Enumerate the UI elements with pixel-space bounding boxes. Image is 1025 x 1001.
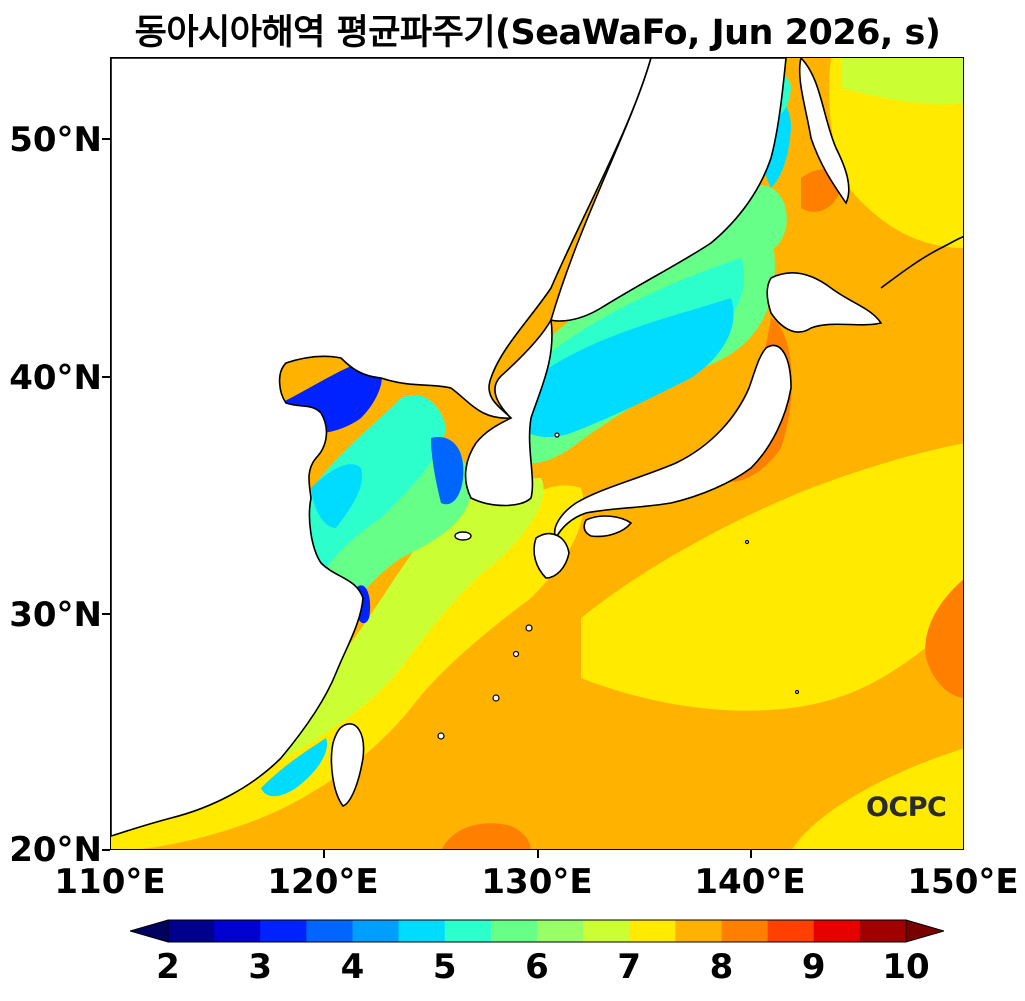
colorbar-over-triangle bbox=[905, 919, 944, 943]
colorbar bbox=[130, 919, 944, 943]
land-russia-coast bbox=[550, 58, 787, 322]
colorbar-label: 2 bbox=[156, 947, 180, 987]
colorbar-segment bbox=[444, 920, 492, 942]
land-island-5 bbox=[794, 689, 800, 695]
contour-darkorange-east bbox=[925, 579, 963, 698]
land-china bbox=[111, 58, 652, 837]
lat-label-40n: 40°N bbox=[9, 358, 102, 398]
colorbar-segments bbox=[168, 920, 907, 942]
contour-lightblue-eastsea bbox=[511, 298, 734, 438]
land-ryukyu-2 bbox=[512, 650, 520, 658]
land-taiwan bbox=[330, 723, 365, 807]
land-kurils bbox=[880, 235, 963, 289]
land-jeju bbox=[454, 531, 472, 541]
map-canvas bbox=[111, 58, 963, 849]
wave-period-map[interactable] bbox=[110, 57, 964, 850]
colorbar-segment bbox=[490, 920, 538, 942]
land-shikoku bbox=[583, 515, 633, 538]
colorbar-label: 6 bbox=[525, 947, 549, 987]
colorbar-segment bbox=[537, 920, 584, 942]
colorbar-label: 5 bbox=[432, 947, 457, 987]
lat-tick-20n bbox=[102, 849, 110, 851]
ocpc-logo: OCPC bbox=[866, 792, 947, 823]
contour-cyan-yellowsea bbox=[306, 394, 446, 578]
lat-tick-30n bbox=[102, 613, 110, 615]
land-island-6 bbox=[744, 539, 750, 545]
colorbar-segment bbox=[675, 920, 722, 942]
land-honshu bbox=[554, 344, 792, 540]
lon-label-120e: 120°E bbox=[267, 862, 379, 902]
colorbar-segment bbox=[168, 920, 215, 942]
land-hokkaido bbox=[766, 272, 883, 333]
colorbar-segment bbox=[398, 920, 446, 942]
map-title: 동아시아해역 평균파주기(SeaWaFo, Jun 2026, s) bbox=[134, 13, 941, 53]
colorbar-label: 4 bbox=[340, 947, 365, 987]
colorbar-segment bbox=[260, 920, 307, 942]
lon-tick-120e bbox=[323, 850, 325, 858]
lat-label-50n: 50°N bbox=[9, 120, 102, 160]
contour-cyan-taiwanstrait bbox=[261, 738, 327, 797]
contour-yellow-southeast bbox=[792, 748, 963, 849]
land-island-7 bbox=[554, 432, 560, 438]
colorbar-segment bbox=[767, 920, 815, 942]
contour-darkorange-south bbox=[442, 823, 531, 849]
lon-label-130e: 130°E bbox=[481, 862, 593, 902]
colorbar-segment bbox=[306, 920, 353, 942]
lat-label-20n: 20°N bbox=[9, 830, 102, 870]
lat-tick-50n bbox=[102, 138, 110, 140]
colorbar-label: 7 bbox=[617, 947, 642, 987]
colorbar-segment bbox=[629, 920, 676, 942]
colorbar-label: 3 bbox=[248, 947, 273, 987]
land-korea bbox=[464, 317, 553, 507]
land-kyushu bbox=[533, 532, 570, 579]
lat-tick-40n bbox=[102, 376, 110, 378]
land-ryukyu-1 bbox=[525, 624, 533, 632]
contour-yellow-northeast bbox=[829, 58, 963, 248]
lon-tick-130e bbox=[537, 850, 539, 858]
colorbar-segment bbox=[214, 920, 261, 942]
colorbar-label: 9 bbox=[801, 947, 826, 987]
contour-green-tatar bbox=[745, 185, 787, 255]
colorbar-label: 8 bbox=[709, 947, 734, 987]
lon-label-110e: 110°E bbox=[54, 862, 166, 902]
lon-label-150e: 150°E bbox=[907, 862, 1019, 902]
contour-lightblue-yellowsea bbox=[311, 464, 362, 528]
colorbar-segment bbox=[352, 920, 400, 942]
land-ryukyu-4 bbox=[437, 732, 445, 740]
colorbar-label: 10 bbox=[882, 947, 930, 987]
contour-blue-west-korea bbox=[431, 437, 464, 505]
colorbar-under-triangle bbox=[130, 919, 169, 943]
lon-label-140e: 140°E bbox=[694, 862, 806, 902]
lat-label-30n: 30°N bbox=[9, 595, 102, 635]
colorbar-segment bbox=[859, 920, 907, 942]
colorbar-segment bbox=[583, 920, 630, 942]
colorbar-segment bbox=[721, 920, 769, 942]
contour-yellow-east bbox=[581, 443, 963, 711]
colorbar-segment bbox=[813, 920, 861, 942]
lon-tick-140e bbox=[750, 850, 752, 858]
contour-lime-northeast bbox=[841, 58, 963, 105]
land-sakhalin bbox=[798, 58, 850, 205]
land-ryukyu-3 bbox=[492, 694, 500, 702]
